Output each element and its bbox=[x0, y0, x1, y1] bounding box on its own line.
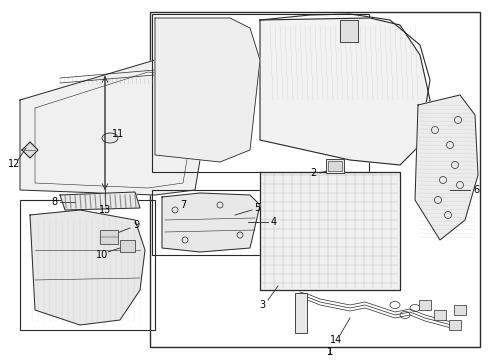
Text: 4: 4 bbox=[270, 217, 277, 227]
Bar bbox=[20, 200, 155, 330]
Bar bbox=[453, 305, 465, 315]
Text: 3: 3 bbox=[259, 300, 264, 310]
Bar bbox=[294, 293, 306, 333]
Text: 2: 2 bbox=[309, 168, 315, 178]
Bar bbox=[152, 14, 368, 172]
Polygon shape bbox=[260, 18, 429, 165]
Polygon shape bbox=[60, 192, 140, 210]
Bar bbox=[448, 320, 460, 330]
Text: 7: 7 bbox=[180, 200, 186, 210]
Text: 13: 13 bbox=[99, 205, 111, 215]
Polygon shape bbox=[155, 18, 260, 162]
Text: 1: 1 bbox=[326, 347, 332, 357]
Bar bbox=[325, 159, 343, 173]
Ellipse shape bbox=[102, 133, 118, 143]
Bar bbox=[339, 20, 357, 42]
Text: 12: 12 bbox=[8, 159, 20, 169]
Bar bbox=[100, 230, 118, 244]
Polygon shape bbox=[162, 193, 260, 252]
Polygon shape bbox=[30, 210, 145, 325]
Text: 6: 6 bbox=[472, 185, 478, 195]
Polygon shape bbox=[20, 60, 209, 195]
Bar bbox=[327, 161, 341, 171]
Text: 5: 5 bbox=[253, 203, 260, 213]
Bar bbox=[120, 240, 135, 252]
Text: 14: 14 bbox=[329, 335, 342, 345]
Bar bbox=[152, 190, 266, 255]
Text: 11: 11 bbox=[112, 129, 124, 139]
Text: 8: 8 bbox=[51, 197, 57, 207]
Bar bbox=[418, 300, 430, 310]
Polygon shape bbox=[414, 95, 477, 240]
Bar bbox=[433, 310, 445, 320]
Text: 1: 1 bbox=[326, 347, 332, 357]
Text: 10: 10 bbox=[96, 250, 108, 260]
Polygon shape bbox=[22, 142, 38, 158]
Polygon shape bbox=[260, 172, 399, 290]
Text: 9: 9 bbox=[133, 220, 139, 230]
Bar bbox=[150, 12, 479, 347]
